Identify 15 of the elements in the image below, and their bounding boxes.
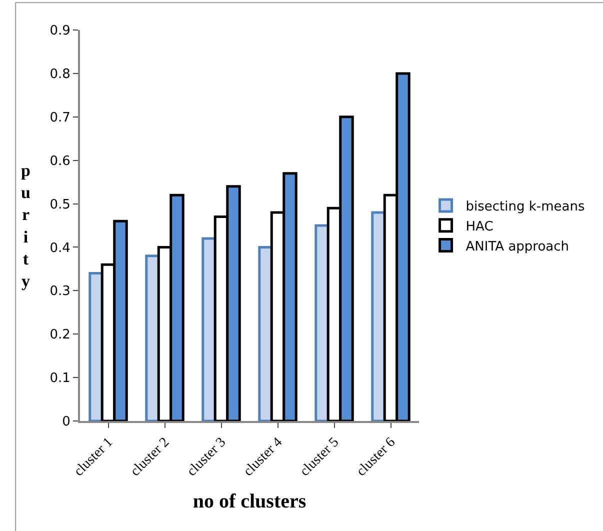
y-tick-label: 0.8 [50,66,70,82]
legend-label: ANITA approach [466,239,570,254]
y-tick-label: 0 [62,414,70,430]
y-tick-label: 0.6 [50,154,70,169]
x-axis-title: no of clusters [192,490,306,512]
legend-label: bisecting k-means [466,200,585,215]
y-tick-label: 0.1 [50,371,70,386]
y-tick-label: 0.3 [50,284,70,300]
y-tick-label: 0.2 [50,328,70,343]
y-axis-title: purity [21,161,30,290]
y-tick-label: 0.5 [50,197,70,212]
y-tick-label: 0.9 [50,24,70,39]
y-tick-label: 0.4 [50,240,70,256]
y-tick-label: 0.7 [50,110,70,126]
legend-label: HAC [466,219,494,234]
